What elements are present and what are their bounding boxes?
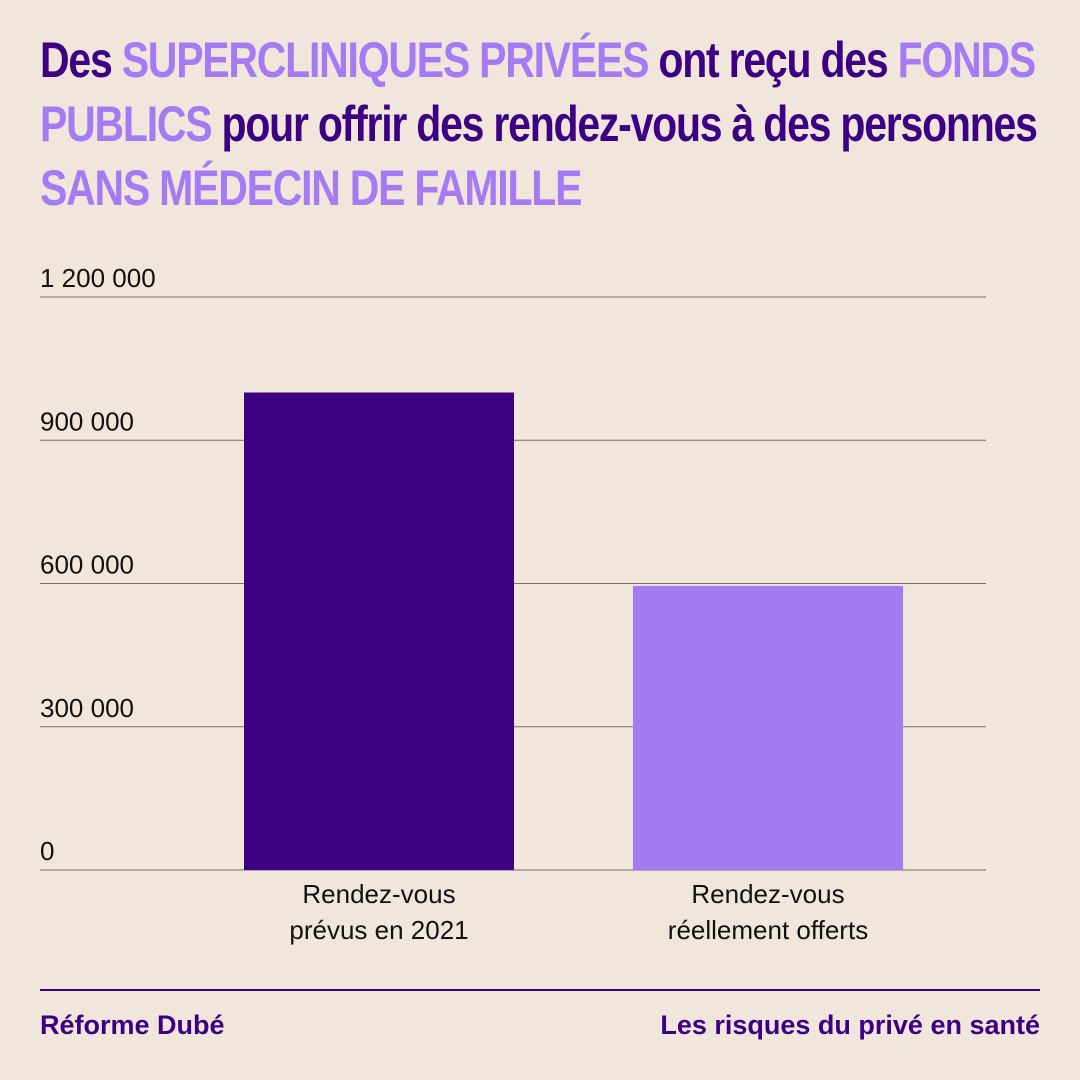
title-highlight: FONDS PUBLICS <box>40 32 1036 152</box>
footer-divider <box>40 989 1040 991</box>
bar <box>633 585 903 870</box>
x-tick-label: prévus en 2021 <box>289 915 468 945</box>
y-tick-label: 300 000 <box>40 693 134 723</box>
y-tick-label: 1 200 000 <box>40 263 156 293</box>
title-highlight: SUPERCLINIQUES PRIVÉES <box>121 32 650 88</box>
x-tick-label: Rendez-vous <box>302 879 455 909</box>
x-tick-label: réellement offerts <box>668 915 868 945</box>
footer-series-subtitle: Les risques du privé en santé <box>660 1010 1040 1040</box>
x-tick-label: Rendez-vous <box>691 879 844 909</box>
y-tick-label: 900 000 <box>40 406 134 436</box>
footer-series-name: Réforme Dubé <box>40 1010 225 1040</box>
title-text: pour offrir des rendez-vous à des person… <box>211 96 1038 152</box>
y-tick-label: 600 000 <box>40 550 134 580</box>
chart-title: Des SUPERCLINIQUES PRIVÉES ont reçu des … <box>40 28 1040 220</box>
y-tick-label: 0 <box>40 836 54 866</box>
title-text: Des <box>40 32 122 88</box>
title-highlight: SANS MÉDECIN DE FAMILLE <box>40 160 582 216</box>
bar <box>244 392 514 870</box>
title-text: ont reçu des <box>648 32 898 88</box>
